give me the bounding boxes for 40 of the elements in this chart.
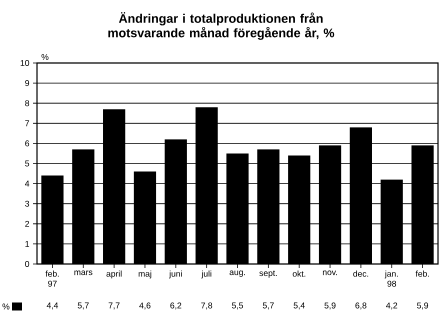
data-label: 6,2 [170, 302, 182, 310]
data-label: 7,7 [108, 302, 120, 310]
y-tick-label: 3 [25, 200, 30, 207]
data-label: 5,7 [78, 302, 89, 310]
data-label: 6,8 [355, 302, 366, 310]
x-tick-label: feb. 97 [45, 270, 59, 287]
y-tick-label: 1 [25, 240, 30, 247]
data-label: 5,5 [232, 302, 244, 310]
data-label: 4,4 [46, 302, 58, 310]
y-tick-label: 9 [25, 80, 30, 86]
x-tick-label: nov. [322, 270, 337, 276]
x-tick-label: juli [201, 270, 212, 278]
data-label: 5,7 [262, 302, 274, 310]
x-tick-label: okt. [292, 270, 306, 277]
x-tick-label: jan. 98 [384, 270, 398, 287]
x-tick-label: feb. [416, 270, 429, 277]
x-tick-label: juni [169, 270, 182, 278]
legend-label: % [2, 304, 10, 310]
y-tick-label: 6 [25, 140, 30, 146]
y-tick-label: 2 [25, 220, 30, 227]
y-tick-label: 10 [20, 60, 30, 66]
y-axis-title: % [42, 54, 48, 60]
x-tick-label: aug. [230, 270, 245, 277]
y-tick-label: 7 [25, 120, 30, 126]
data-label: 5,9 [324, 302, 336, 310]
data-label: 7,8 [201, 302, 212, 310]
x-tick-label: maj [138, 270, 152, 278]
x-tick-label: dec. [353, 270, 368, 277]
y-tick-label: 4 [24, 180, 30, 187]
y-tick-label: 0 [25, 261, 30, 267]
data-label: 5,9 [417, 302, 428, 310]
data-label: 4,2 [386, 302, 398, 310]
x-tick-label: sept. [259, 270, 277, 278]
x-tick-label: april [106, 270, 122, 278]
y-tick-label: 8 [25, 100, 30, 106]
data-label: 5,4 [294, 302, 305, 310]
data-label: 4,6 [139, 302, 150, 310]
x-tick-label: mars [74, 270, 92, 276]
y-tick-label: 5 [25, 160, 30, 166]
chart-title: Ändringar i totalproduktionen från motsvarande månad föregående år, % [108, 12, 334, 40]
